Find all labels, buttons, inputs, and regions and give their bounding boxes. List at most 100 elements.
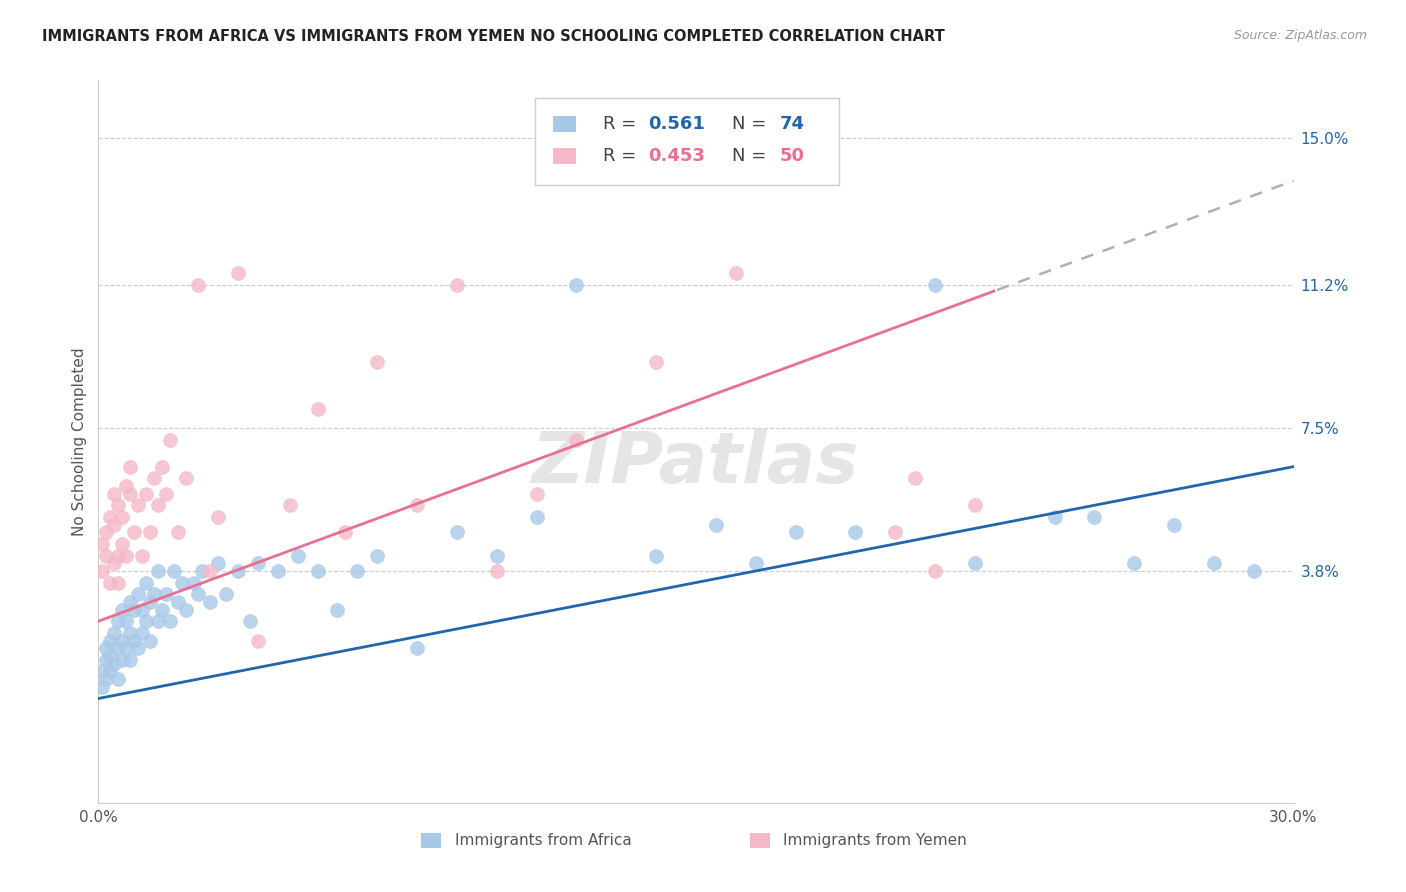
Point bbox=[127, 641, 149, 656]
Point bbox=[143, 587, 166, 601]
Point bbox=[139, 525, 162, 540]
Text: Immigrants from Africa: Immigrants from Africa bbox=[454, 833, 631, 848]
Point bbox=[124, 602, 146, 616]
Text: R =: R = bbox=[603, 147, 641, 165]
Point bbox=[167, 595, 190, 609]
Point bbox=[107, 498, 129, 512]
Point bbox=[1123, 556, 1146, 570]
Point bbox=[148, 564, 170, 578]
Point bbox=[98, 648, 122, 663]
Point bbox=[1043, 509, 1066, 524]
Point bbox=[267, 564, 290, 578]
Point bbox=[98, 633, 122, 648]
Text: Source: ZipAtlas.com: Source: ZipAtlas.com bbox=[1233, 29, 1367, 42]
FancyBboxPatch shape bbox=[553, 116, 576, 132]
Point bbox=[98, 665, 122, 679]
Point bbox=[107, 614, 129, 628]
Point bbox=[107, 549, 129, 563]
Point bbox=[183, 575, 205, 590]
Text: Immigrants from Yemen: Immigrants from Yemen bbox=[783, 833, 967, 848]
Point bbox=[963, 556, 986, 570]
Point bbox=[111, 602, 134, 616]
Point bbox=[107, 641, 129, 656]
Point bbox=[135, 575, 157, 590]
Point bbox=[526, 486, 548, 500]
Point bbox=[135, 486, 157, 500]
Point bbox=[704, 517, 727, 532]
Point bbox=[645, 549, 668, 563]
Point bbox=[198, 595, 221, 609]
Point bbox=[111, 537, 134, 551]
Point bbox=[246, 556, 269, 570]
Point bbox=[115, 641, 138, 656]
Point bbox=[135, 614, 157, 628]
Point bbox=[115, 614, 138, 628]
Point bbox=[526, 509, 548, 524]
Point bbox=[1202, 556, 1225, 570]
Point bbox=[163, 564, 186, 578]
Point bbox=[131, 549, 153, 563]
Point bbox=[645, 355, 668, 369]
Point bbox=[174, 471, 197, 485]
Point bbox=[215, 587, 238, 601]
Point bbox=[107, 575, 129, 590]
Point bbox=[120, 653, 142, 667]
Point bbox=[724, 267, 747, 281]
Text: IMMIGRANTS FROM AFRICA VS IMMIGRANTS FROM YEMEN NO SCHOOLING COMPLETED CORRELATI: IMMIGRANTS FROM AFRICA VS IMMIGRANTS FRO… bbox=[42, 29, 945, 44]
Point bbox=[446, 525, 468, 540]
Point bbox=[91, 537, 114, 551]
Text: 74: 74 bbox=[779, 115, 804, 133]
Text: 0.453: 0.453 bbox=[648, 147, 704, 165]
Text: ZIPatlas: ZIPatlas bbox=[533, 429, 859, 498]
Point bbox=[155, 587, 177, 601]
Point bbox=[485, 564, 508, 578]
Text: 50: 50 bbox=[779, 147, 804, 165]
Point bbox=[120, 459, 142, 474]
Point bbox=[131, 625, 153, 640]
Point bbox=[91, 680, 114, 694]
Point bbox=[366, 355, 388, 369]
Point bbox=[187, 587, 209, 601]
Point bbox=[167, 525, 190, 540]
Point bbox=[103, 486, 125, 500]
Point bbox=[111, 509, 134, 524]
Point bbox=[246, 633, 269, 648]
Point bbox=[1163, 517, 1185, 532]
Point bbox=[287, 549, 309, 563]
Point bbox=[96, 525, 118, 540]
Point bbox=[96, 549, 118, 563]
Point bbox=[924, 278, 946, 293]
Point bbox=[139, 633, 162, 648]
Point bbox=[111, 633, 134, 648]
Point bbox=[174, 602, 197, 616]
Point bbox=[1243, 564, 1265, 578]
Point bbox=[884, 525, 907, 540]
Point bbox=[120, 595, 142, 609]
Point bbox=[904, 471, 927, 485]
Point bbox=[103, 657, 125, 671]
Point bbox=[124, 633, 146, 648]
Point bbox=[124, 525, 146, 540]
Point bbox=[150, 459, 173, 474]
Text: N =: N = bbox=[733, 115, 772, 133]
Point bbox=[131, 602, 153, 616]
Point bbox=[239, 614, 262, 628]
Point bbox=[963, 498, 986, 512]
Point bbox=[198, 564, 221, 578]
Point bbox=[307, 564, 329, 578]
FancyBboxPatch shape bbox=[749, 833, 770, 847]
Point bbox=[1083, 509, 1105, 524]
Point bbox=[96, 653, 118, 667]
Point bbox=[120, 486, 142, 500]
Point bbox=[148, 614, 170, 628]
Point bbox=[406, 641, 429, 656]
Text: N =: N = bbox=[733, 147, 772, 165]
Point bbox=[127, 587, 149, 601]
Point bbox=[115, 549, 138, 563]
Point bbox=[96, 641, 118, 656]
Point bbox=[98, 575, 122, 590]
Point bbox=[446, 278, 468, 293]
Point bbox=[115, 479, 138, 493]
Point bbox=[98, 509, 122, 524]
Point bbox=[111, 653, 134, 667]
